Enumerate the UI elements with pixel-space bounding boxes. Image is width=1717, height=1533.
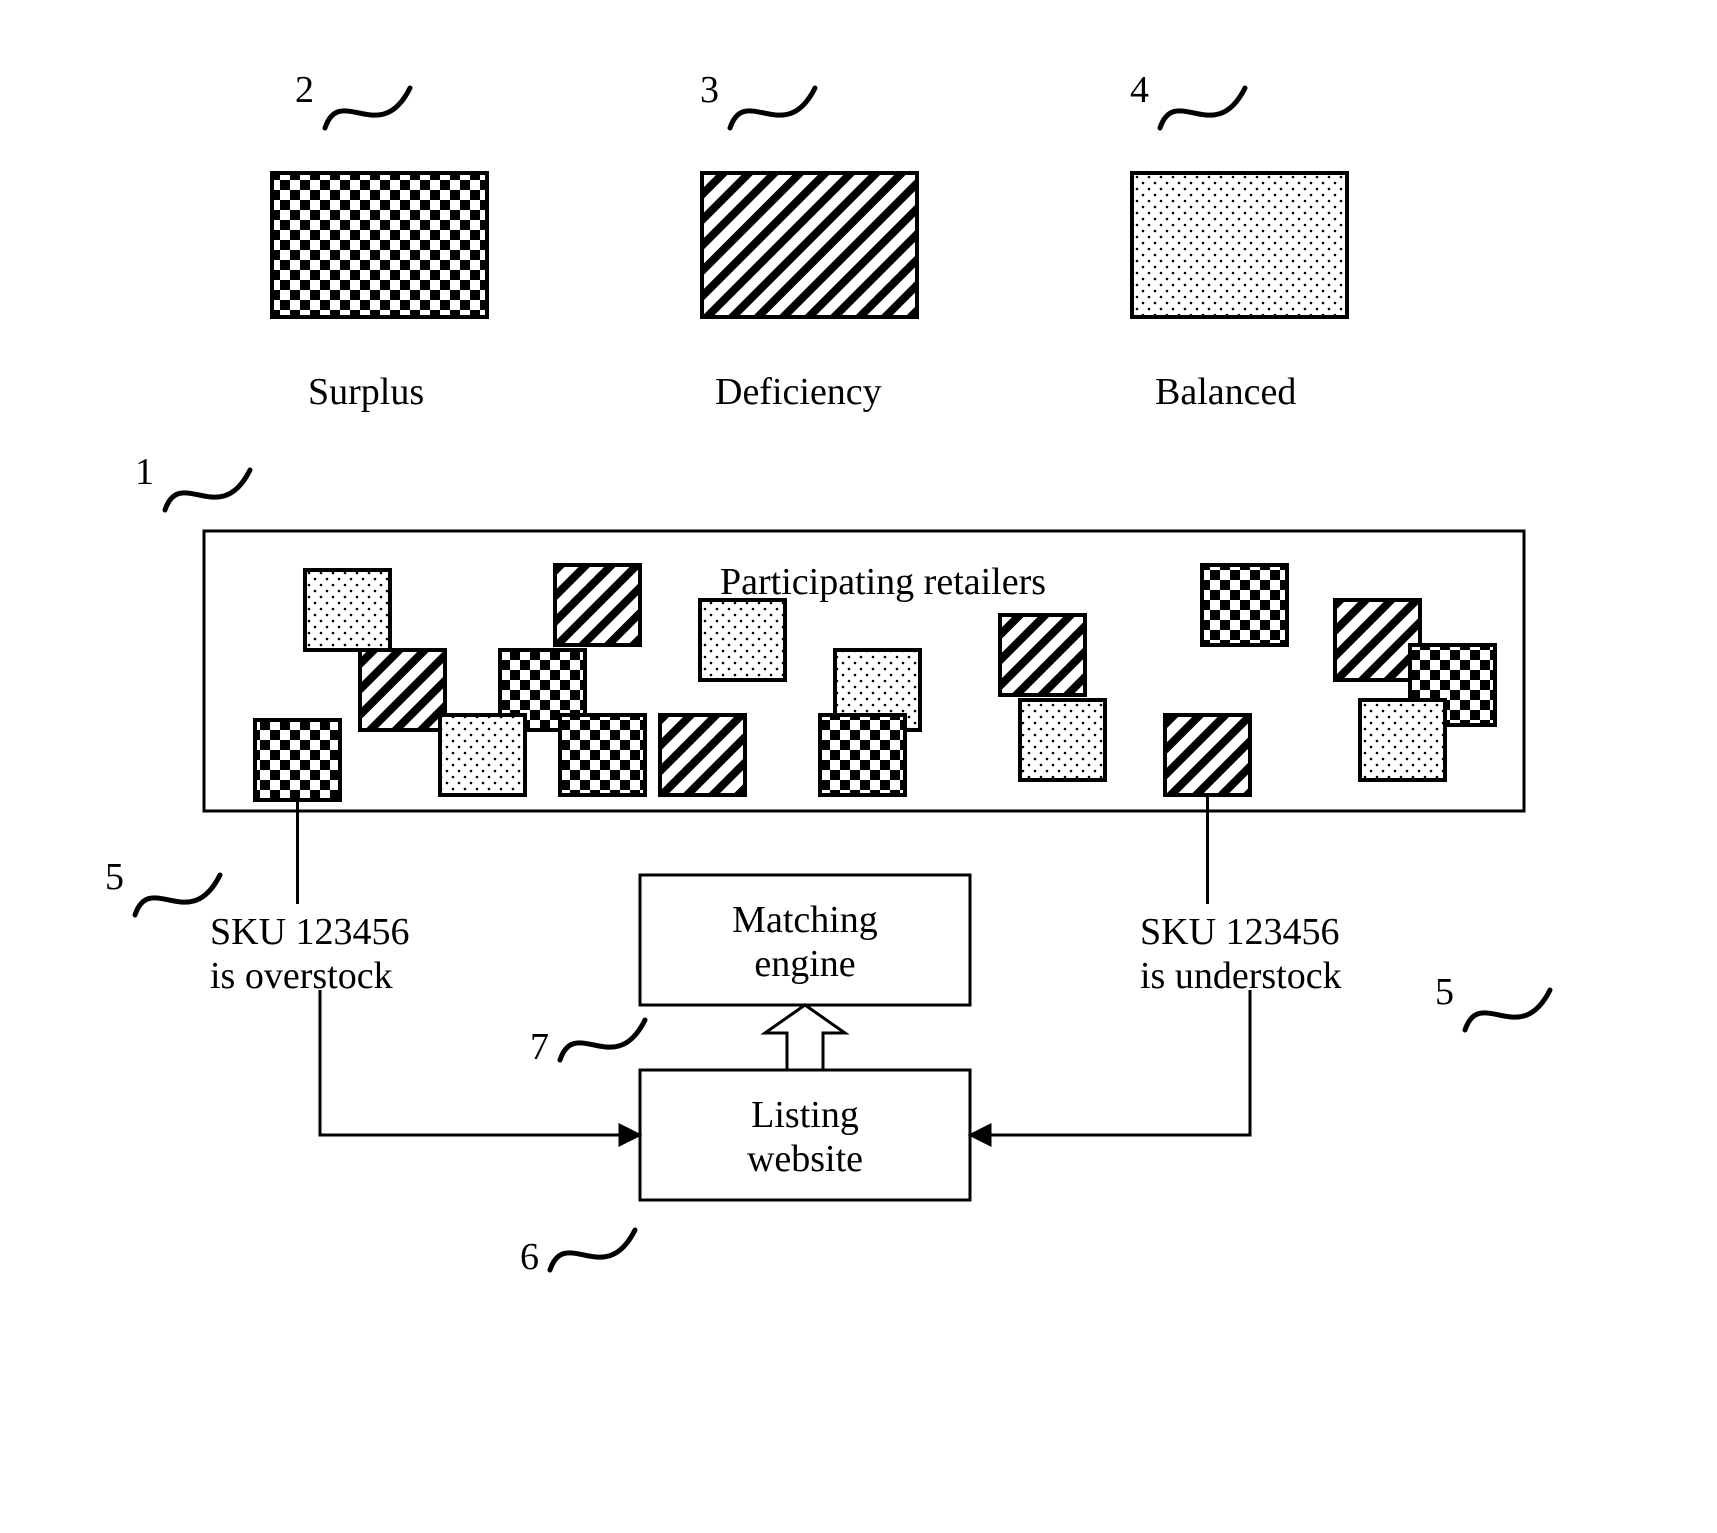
retailer-box-2 bbox=[1202, 565, 1287, 645]
retailers-ref: 1 bbox=[135, 450, 154, 494]
legend-surplus-swatch bbox=[272, 173, 487, 317]
overstock-line2: is overstock bbox=[210, 954, 393, 998]
retailer-box-13 bbox=[1020, 700, 1105, 780]
retailer-box-12 bbox=[820, 715, 905, 795]
legend-balanced-swatch bbox=[1132, 173, 1347, 317]
retailer-box-15 bbox=[1360, 700, 1445, 780]
matching-engine-ref: 7 bbox=[530, 1025, 549, 1069]
listing-website-leader bbox=[550, 1230, 635, 1270]
retailer-box-1 bbox=[555, 565, 640, 645]
listing-website-line1: website bbox=[640, 1137, 970, 1181]
overstock-leader bbox=[135, 875, 220, 915]
legend-surplus-leader bbox=[325, 88, 410, 128]
understock-ref: 5 bbox=[1435, 970, 1454, 1014]
overstock-line1: SKU 123456 bbox=[210, 910, 410, 954]
retailer-box-16 bbox=[560, 715, 645, 795]
listing-website-line0: Listing bbox=[640, 1093, 970, 1137]
retailer-box-14 bbox=[1165, 715, 1250, 795]
legend-deficiency-swatch bbox=[702, 173, 917, 317]
overstock-ref: 5 bbox=[105, 855, 124, 899]
listing-website-ref: 6 bbox=[520, 1235, 539, 1279]
legend-balanced-label: Balanced bbox=[1155, 370, 1296, 414]
legend-deficiency-leader bbox=[730, 88, 815, 128]
retailers-title: Participating retailers bbox=[720, 560, 1046, 604]
retailer-box-0 bbox=[305, 570, 390, 650]
retailer-box-4 bbox=[1000, 615, 1085, 695]
legend-surplus-ref: 2 bbox=[295, 68, 314, 112]
matching-engine-line0: Matching bbox=[640, 898, 970, 942]
retailer-box-17 bbox=[255, 720, 340, 800]
legend-surplus-label: Surplus bbox=[308, 370, 424, 414]
legend-balanced-ref: 4 bbox=[1130, 68, 1149, 112]
understock-line2: is understock bbox=[1140, 954, 1342, 998]
retailers-leader bbox=[165, 470, 250, 510]
diagram-svg bbox=[0, 0, 1717, 1533]
matching-engine-line1: engine bbox=[640, 942, 970, 986]
legend-balanced-leader bbox=[1160, 88, 1245, 128]
arrow-understock-to-listing bbox=[970, 990, 1250, 1135]
arrow-overstock-to-listing bbox=[320, 990, 640, 1135]
retailer-box-10 bbox=[440, 715, 525, 795]
matching-engine-leader bbox=[560, 1020, 645, 1060]
up-block-arrow bbox=[765, 1005, 845, 1070]
legend-deficiency-ref: 3 bbox=[700, 68, 719, 112]
retailer-box-11 bbox=[660, 715, 745, 795]
retailer-box-6 bbox=[360, 650, 445, 730]
understock-leader bbox=[1465, 990, 1550, 1030]
retailer-box-3 bbox=[700, 600, 785, 680]
understock-line1: SKU 123456 bbox=[1140, 910, 1340, 954]
legend-deficiency-label: Deficiency bbox=[715, 370, 882, 414]
retailer-box-5 bbox=[1335, 600, 1420, 680]
